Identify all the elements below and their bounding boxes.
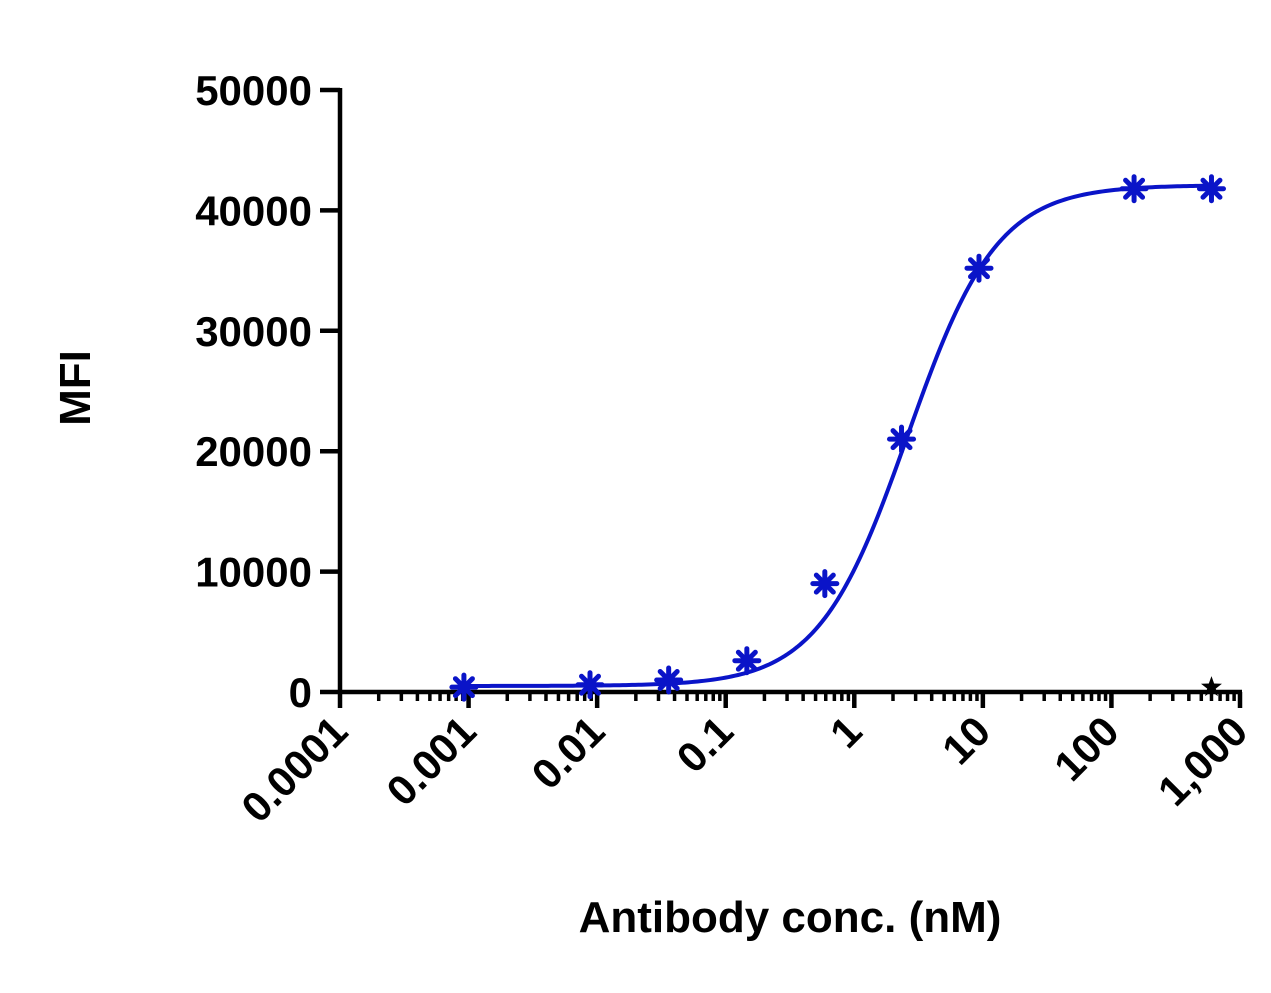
x-axis-title: Antibody conc. (nM) bbox=[579, 893, 1002, 942]
y-tick-label: 0 bbox=[289, 669, 312, 716]
x-tick-label: 0.001 bbox=[377, 707, 485, 815]
data-point bbox=[1196, 174, 1226, 204]
data-point bbox=[575, 670, 605, 700]
axes: 0 10000 20000 30000 40000 50000 0.0001 0.001 0.0… bbox=[195, 67, 1256, 831]
x-tick-label: 10 bbox=[933, 707, 999, 773]
y-tick-label: 50000 bbox=[195, 67, 312, 114]
y-tick-label: 40000 bbox=[195, 187, 312, 234]
fit-curves bbox=[463, 183, 1212, 688]
y-tick-label: 30000 bbox=[195, 308, 312, 355]
y-tick-label: 10000 bbox=[195, 549, 312, 596]
data-point bbox=[887, 424, 917, 454]
x-tick-label: 0.01 bbox=[522, 707, 613, 798]
data-point bbox=[449, 672, 479, 702]
data-point bbox=[1201, 676, 1222, 697]
data-point bbox=[732, 646, 762, 676]
data-point bbox=[1119, 174, 1149, 204]
x-tick-label: 1,000 bbox=[1149, 707, 1257, 815]
x-tick-label: 0.0001 bbox=[232, 707, 356, 831]
x-tick-label: 100 bbox=[1045, 707, 1128, 790]
data-point bbox=[654, 665, 684, 695]
data-point bbox=[964, 253, 994, 283]
data-point bbox=[810, 569, 840, 599]
y-axis-title: MFI bbox=[51, 350, 100, 426]
x-tick-label: 0.1 bbox=[668, 707, 743, 782]
fit-curve-0 bbox=[463, 183, 1212, 688]
x-tick-label: 1 bbox=[821, 707, 871, 757]
y-tick-label: 20000 bbox=[195, 428, 312, 475]
data-points bbox=[449, 174, 1226, 702]
